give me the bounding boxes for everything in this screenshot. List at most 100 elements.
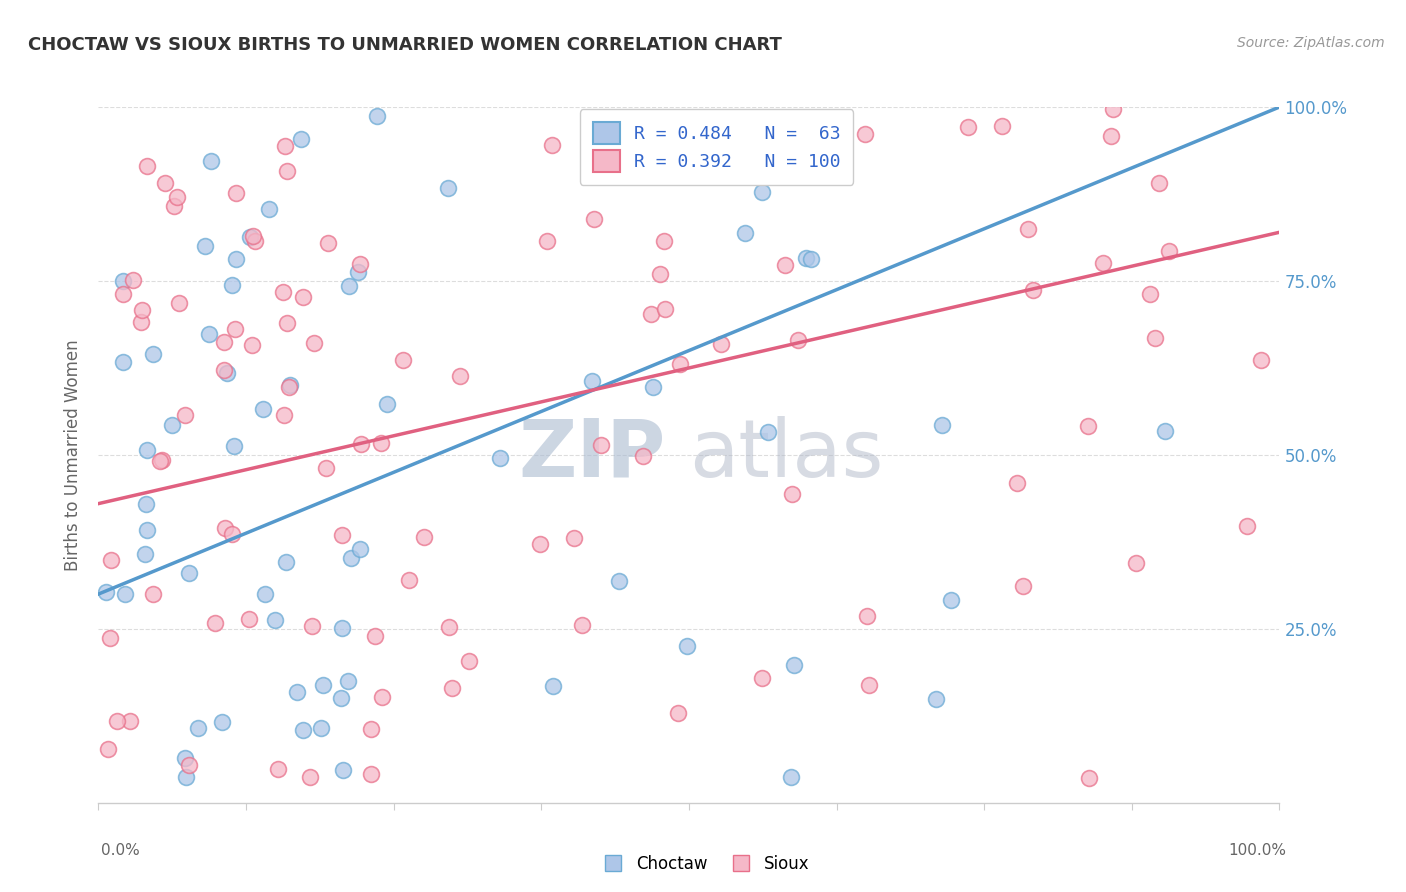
Point	[239, 230, 262, 244]
Point	[440, 681, 463, 695]
Point	[856, 608, 879, 623]
Point	[364, 629, 387, 643]
Text: Source: ZipAtlas.com: Source: ZipAtlas.com	[1237, 36, 1385, 50]
Point	[148, 454, 170, 468]
Point	[1077, 418, 1099, 433]
Point	[794, 251, 817, 265]
Point	[669, 357, 692, 371]
Point	[1144, 331, 1167, 345]
Point	[120, 714, 142, 729]
Point	[94, 585, 117, 599]
Point	[292, 290, 315, 304]
Point	[734, 226, 756, 240]
Point	[488, 451, 510, 466]
Point	[332, 763, 354, 777]
Legend: R = 0.484   N =  63, R = 0.392   N = 100: R = 0.484 N = 63, R = 0.392 N = 100	[579, 109, 853, 185]
Point	[309, 722, 332, 736]
Point	[676, 640, 699, 654]
Point	[648, 267, 671, 281]
Point	[105, 714, 128, 729]
Point	[991, 119, 1014, 133]
Point	[280, 377, 302, 392]
Point	[710, 337, 733, 351]
Point	[370, 436, 392, 450]
Point	[581, 375, 603, 389]
Point	[541, 138, 564, 153]
Point	[197, 326, 219, 341]
Point	[349, 541, 371, 556]
Point	[299, 770, 322, 784]
Point	[340, 551, 363, 566]
Point	[375, 397, 398, 411]
Point	[347, 265, 370, 279]
Point	[1159, 244, 1181, 258]
Point	[673, 158, 696, 172]
Point	[562, 531, 585, 545]
Point	[437, 620, 460, 634]
Point	[98, 631, 121, 645]
Point	[131, 303, 153, 318]
Point	[267, 762, 290, 776]
Point	[240, 338, 263, 352]
Point	[1125, 556, 1147, 570]
Point	[253, 587, 276, 601]
Point	[751, 672, 773, 686]
Point	[529, 537, 551, 551]
Point	[654, 301, 676, 316]
Point	[780, 486, 803, 500]
Point	[173, 751, 195, 765]
Point	[337, 279, 360, 293]
Point	[610, 134, 633, 148]
Point	[779, 770, 801, 784]
Point	[392, 353, 415, 368]
Point	[591, 438, 613, 452]
Point	[783, 657, 806, 672]
Point	[800, 252, 823, 267]
Point	[221, 527, 243, 541]
Point	[924, 692, 946, 706]
Point	[214, 521, 236, 535]
Point	[238, 612, 260, 626]
Text: 0.0%: 0.0%	[101, 843, 141, 858]
Point	[301, 619, 323, 633]
Point	[957, 120, 980, 135]
Point	[536, 235, 558, 249]
Point	[222, 439, 245, 453]
Point	[136, 160, 159, 174]
Point	[1250, 353, 1272, 368]
Point	[150, 452, 173, 467]
Point	[142, 586, 165, 600]
Text: ZIP: ZIP	[517, 416, 665, 494]
Point	[360, 723, 382, 737]
Point	[449, 369, 471, 384]
Point	[607, 574, 630, 589]
Point	[631, 450, 654, 464]
Point	[1005, 476, 1028, 491]
Point	[111, 355, 134, 369]
Point	[437, 181, 460, 195]
Point	[160, 418, 183, 433]
Point	[583, 211, 606, 226]
Point	[276, 316, 298, 330]
Point	[336, 674, 359, 689]
Point	[1011, 579, 1033, 593]
Point	[315, 461, 337, 475]
Point	[652, 234, 675, 248]
Point	[413, 530, 436, 544]
Point	[136, 523, 159, 537]
Point	[787, 334, 810, 348]
Point	[571, 618, 593, 632]
Point	[276, 164, 298, 178]
Point	[211, 714, 233, 729]
Point	[751, 186, 773, 200]
Point	[304, 336, 326, 351]
Point	[1147, 176, 1170, 190]
Point	[225, 186, 247, 200]
Point	[541, 679, 564, 693]
Point	[939, 592, 962, 607]
Point	[640, 307, 662, 321]
Point	[221, 277, 243, 292]
Point	[1153, 424, 1175, 438]
Point	[366, 109, 388, 123]
Point	[370, 690, 392, 704]
